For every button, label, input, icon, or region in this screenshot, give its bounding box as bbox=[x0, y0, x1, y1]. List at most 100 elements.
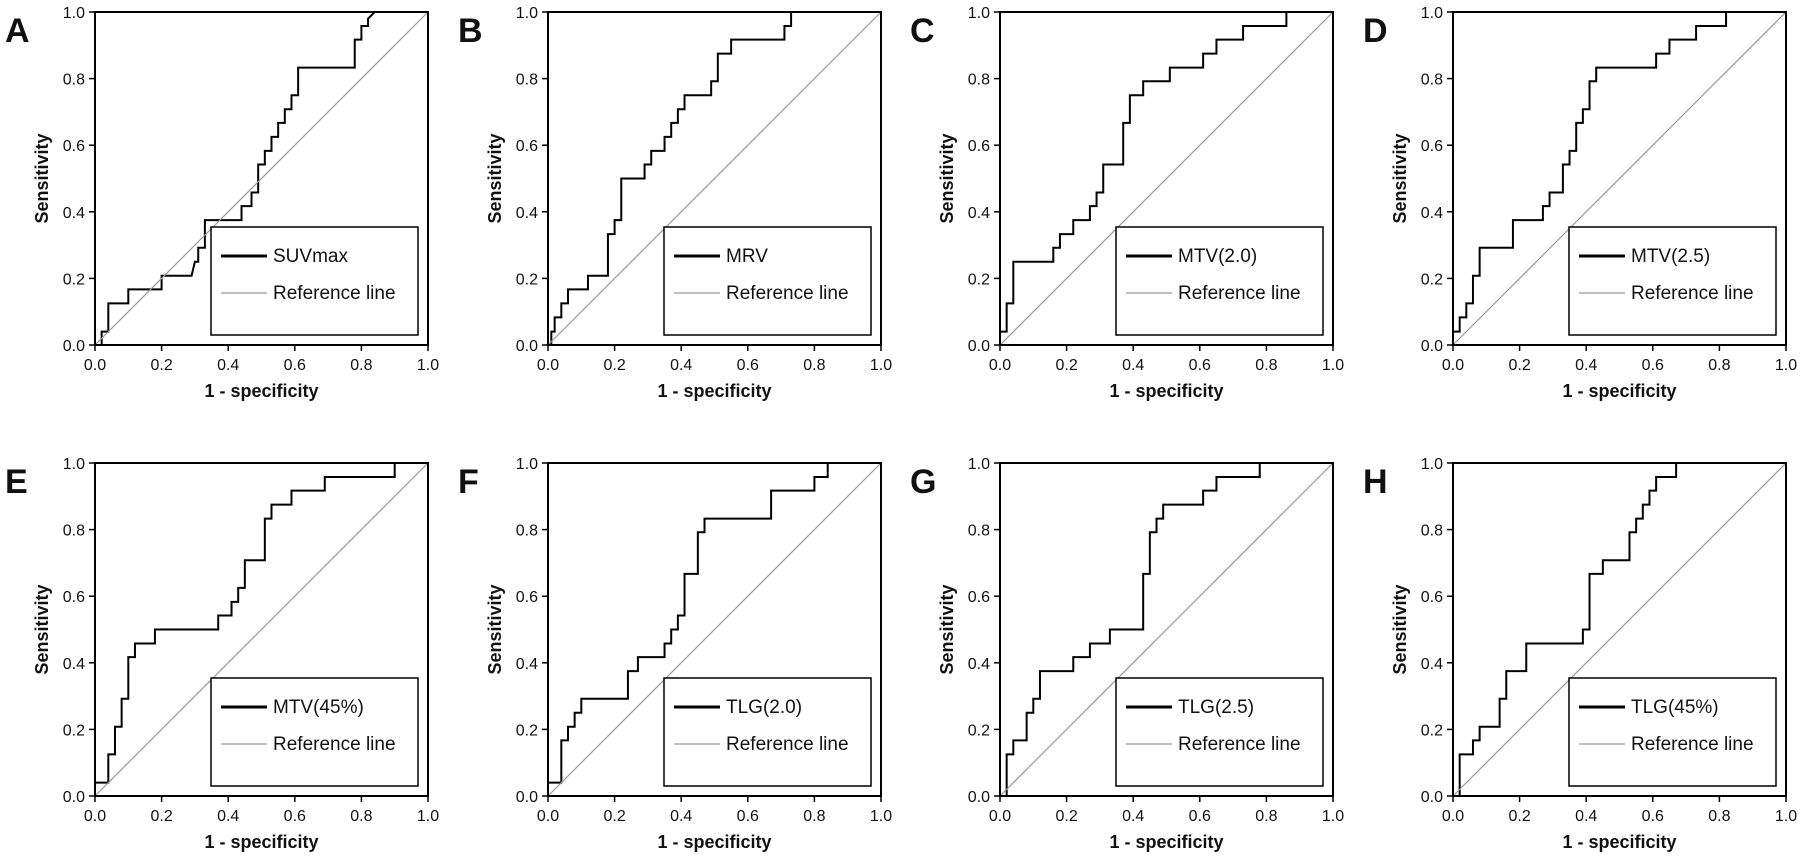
reference-line bbox=[999, 11, 1334, 346]
y-tick-label: 1.0 bbox=[1421, 5, 1443, 22]
legend: MTV(2.5) Reference line bbox=[1568, 226, 1777, 336]
y-tick-label: 1.0 bbox=[1421, 456, 1443, 473]
x-tick-label: 0.8 bbox=[1708, 808, 1730, 825]
x-tick-label: 0.8 bbox=[1255, 357, 1277, 374]
x-axis-title: 1 - specificity bbox=[657, 381, 771, 401]
x-axis-title: 1 - specificity bbox=[1109, 381, 1223, 401]
legend-label: Reference line bbox=[1178, 283, 1301, 304]
panel-c: C 0.0 0.2 0.4 0.6 0.8 1.0 0.0 0.2 0.4 0.6 0.8 1.0 1 -… bbox=[910, 5, 1344, 401]
panel-d: D 0.0 0.2 0.4 0.6 0.8 1.0 0.0 0.2 0.4 0.6 0.8 1.0 1 -… bbox=[1363, 5, 1797, 401]
x-tick-label: 0.0 bbox=[84, 808, 106, 825]
x-tick-label: 0.2 bbox=[1055, 808, 1077, 825]
y-tick-label: 0.4 bbox=[516, 205, 538, 222]
x-tick-label: 0.4 bbox=[670, 808, 692, 825]
y-tick-label: 0.8 bbox=[1421, 72, 1443, 89]
reference-line bbox=[94, 11, 429, 346]
roc-curve bbox=[548, 11, 848, 346]
x-tick-label: 0.2 bbox=[1055, 357, 1077, 374]
y-tick-label: 0.4 bbox=[968, 656, 990, 673]
panel-g: G 0.0 0.2 0.4 0.6 0.8 1.0 0.0 0.2 0.4 0.6 0.8 1.0 1 -… bbox=[910, 456, 1344, 852]
y-tick-label: 0.2 bbox=[1421, 271, 1443, 288]
legend-label: SUVmax bbox=[273, 246, 348, 267]
y-tick-label: 1.0 bbox=[516, 456, 538, 473]
legend-label: Reference line bbox=[1178, 734, 1301, 755]
reference-line bbox=[547, 462, 882, 797]
y-axis-title: Sensitivity bbox=[1390, 133, 1410, 223]
y-axis-title: Sensitivity bbox=[485, 584, 505, 674]
legend-label: Reference line bbox=[273, 734, 396, 755]
panel-e: E 0.0 0.2 0.4 0.6 0.8 1.0 0.0 0.2 0.4 0.6 0.8 1.0 1 -… bbox=[5, 456, 439, 852]
legend: MRV Reference line bbox=[663, 226, 872, 336]
x-tick-label: 0.8 bbox=[1255, 808, 1277, 825]
y-tick-label: 0.0 bbox=[968, 338, 990, 355]
y-axis-title: Sensitivity bbox=[1390, 584, 1410, 674]
y-tick-label: 0.8 bbox=[516, 72, 538, 89]
y-tick-label: 0.0 bbox=[516, 338, 538, 355]
x-tick-label: 1.0 bbox=[1775, 808, 1797, 825]
x-tick-label: 0.6 bbox=[737, 808, 759, 825]
y-tick-label: 0.8 bbox=[968, 72, 990, 89]
plot-frame bbox=[999, 11, 1334, 346]
legend-label: Reference line bbox=[726, 734, 849, 755]
legend-label: Reference line bbox=[1631, 734, 1754, 755]
legend-label: Reference line bbox=[273, 283, 396, 304]
legend: MTV(45%) Reference line bbox=[210, 677, 419, 787]
legend-label: TLG(2.0) bbox=[726, 697, 802, 718]
panel-letter-e: E bbox=[5, 463, 28, 501]
y-tick-label: 0.4 bbox=[516, 656, 538, 673]
y-tick-label: 0.2 bbox=[63, 271, 85, 288]
plot-frame bbox=[547, 11, 882, 346]
x-tick-label: 1.0 bbox=[1775, 357, 1797, 374]
x-tick-label: 0.6 bbox=[1189, 808, 1211, 825]
legend-label: MTV(2.0) bbox=[1178, 246, 1257, 267]
roc-curve bbox=[95, 11, 376, 346]
y-tick-label: 0.0 bbox=[516, 789, 538, 806]
panel-b: B 0.0 0.2 0.4 0.6 0.8 1.0 0.0 0.2 0.4 0.6 0.8 1.0 1 -… bbox=[458, 5, 892, 401]
y-tick-label: 0.0 bbox=[63, 789, 85, 806]
panel-h: H 0.0 0.2 0.4 0.6 0.8 1.0 0.0 0.2 0.4 0.6 0.8 1.0 1 -… bbox=[1363, 456, 1797, 852]
x-tick-label: 0.4 bbox=[217, 808, 239, 825]
x-tick-label: 0.0 bbox=[989, 357, 1011, 374]
y-axis-title: Sensitivity bbox=[32, 584, 52, 674]
plot-frame bbox=[94, 462, 429, 797]
legend-label: TLG(45%) bbox=[1631, 697, 1719, 718]
x-tick-label: 0.6 bbox=[1642, 808, 1664, 825]
y-tick-label: 0.6 bbox=[1421, 138, 1443, 155]
panel-letter-h: H bbox=[1363, 463, 1388, 501]
x-tick-label: 0.2 bbox=[1508, 357, 1530, 374]
x-tick-label: 0.6 bbox=[1189, 357, 1211, 374]
y-tick-label: 0.4 bbox=[63, 205, 85, 222]
y-tick-label: 1.0 bbox=[968, 5, 990, 22]
legend-box bbox=[1115, 226, 1324, 336]
x-tick-label: 0.6 bbox=[284, 357, 306, 374]
x-tick-label: 0.8 bbox=[803, 808, 825, 825]
x-tick-label: 0.8 bbox=[1708, 357, 1730, 374]
x-tick-label: 0.4 bbox=[1122, 808, 1144, 825]
y-tick-label: 0.2 bbox=[516, 271, 538, 288]
plot-frame bbox=[999, 462, 1334, 797]
reference-line bbox=[1452, 462, 1787, 797]
x-axis-title: 1 - specificity bbox=[1562, 832, 1676, 852]
x-tick-label: 0.0 bbox=[1442, 808, 1464, 825]
reference-line bbox=[1452, 11, 1787, 346]
legend: TLG(2.5) Reference line bbox=[1115, 677, 1324, 787]
y-tick-label: 0.0 bbox=[1421, 789, 1443, 806]
legend-label: TLG(2.5) bbox=[1178, 697, 1254, 718]
y-tick-label: 0.4 bbox=[968, 205, 990, 222]
x-tick-label: 0.2 bbox=[150, 808, 172, 825]
y-axis-title: Sensitivity bbox=[32, 133, 52, 223]
x-tick-label: 0.2 bbox=[603, 808, 625, 825]
x-tick-label: 0.4 bbox=[1122, 357, 1144, 374]
y-axis-title: Sensitivity bbox=[937, 584, 957, 674]
x-tick-label: 0.0 bbox=[84, 357, 106, 374]
legend-label: MRV bbox=[726, 246, 768, 267]
y-tick-label: 0.8 bbox=[968, 523, 990, 540]
panel-letter-f: F bbox=[458, 463, 479, 501]
panel-letter-d: D bbox=[1363, 12, 1388, 50]
y-tick-label: 0.6 bbox=[968, 138, 990, 155]
x-axis-title: 1 - specificity bbox=[204, 832, 318, 852]
legend: SUVmax Reference line bbox=[210, 226, 419, 336]
y-tick-label: 0.2 bbox=[516, 722, 538, 739]
y-axis-title: Sensitivity bbox=[937, 133, 957, 223]
